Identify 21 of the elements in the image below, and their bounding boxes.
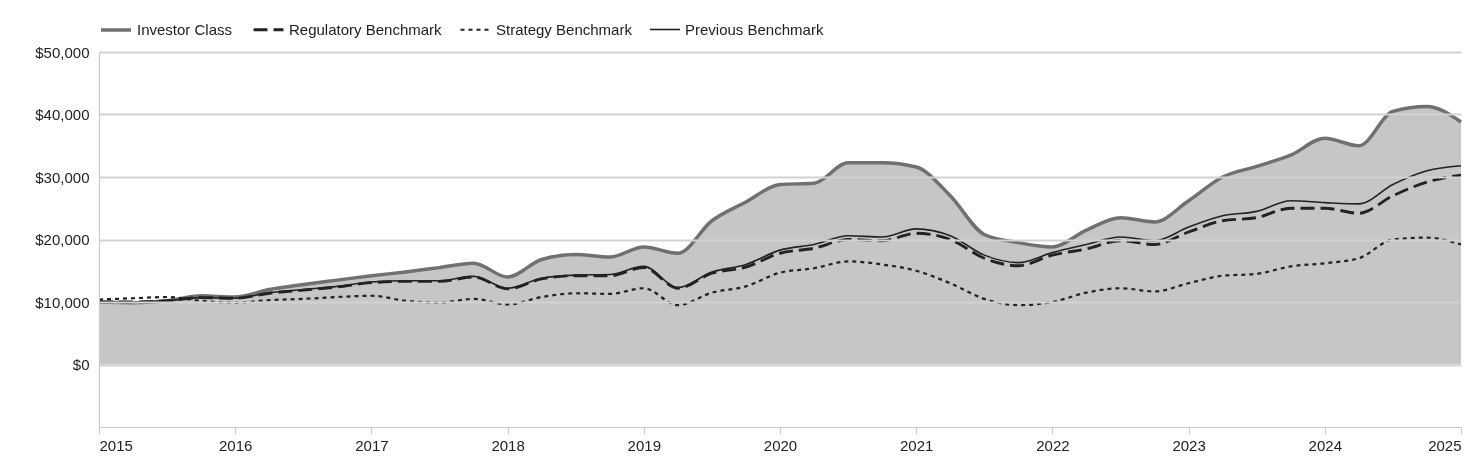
x-tick-label: 2017 <box>355 436 389 454</box>
legend-label: Previous Benchmark <box>685 20 824 38</box>
x-tick-label: 2015 <box>99 436 133 454</box>
x-tick-label: 2019 <box>627 436 661 454</box>
y-tick-label: $50,000 <box>35 43 90 61</box>
y-tick-label: $0 <box>72 356 90 373</box>
y-tick-label: $20,000 <box>35 231 90 248</box>
x-tick-label: 2016 <box>219 436 253 454</box>
x-tick-label: 2018 <box>491 436 525 454</box>
legend-label: Strategy Benchmark <box>496 20 633 38</box>
legend-label: Investor Class <box>137 21 233 38</box>
y-tick-label: $10,000 <box>35 293 90 311</box>
x-tick-label: 2025 <box>1428 436 1462 454</box>
x-tick-label: 2021 <box>900 436 934 454</box>
y-tick-label: $40,000 <box>35 106 90 123</box>
y-tick-label: $30,000 <box>35 168 90 186</box>
x-tick-label: 2022 <box>1036 436 1070 454</box>
legend-label: Regulatory Benchmark <box>289 20 443 38</box>
x-tick-label: 2024 <box>1308 436 1342 454</box>
x-tick-label: 2020 <box>763 436 798 454</box>
x-tick-label: 2023 <box>1172 436 1206 454</box>
